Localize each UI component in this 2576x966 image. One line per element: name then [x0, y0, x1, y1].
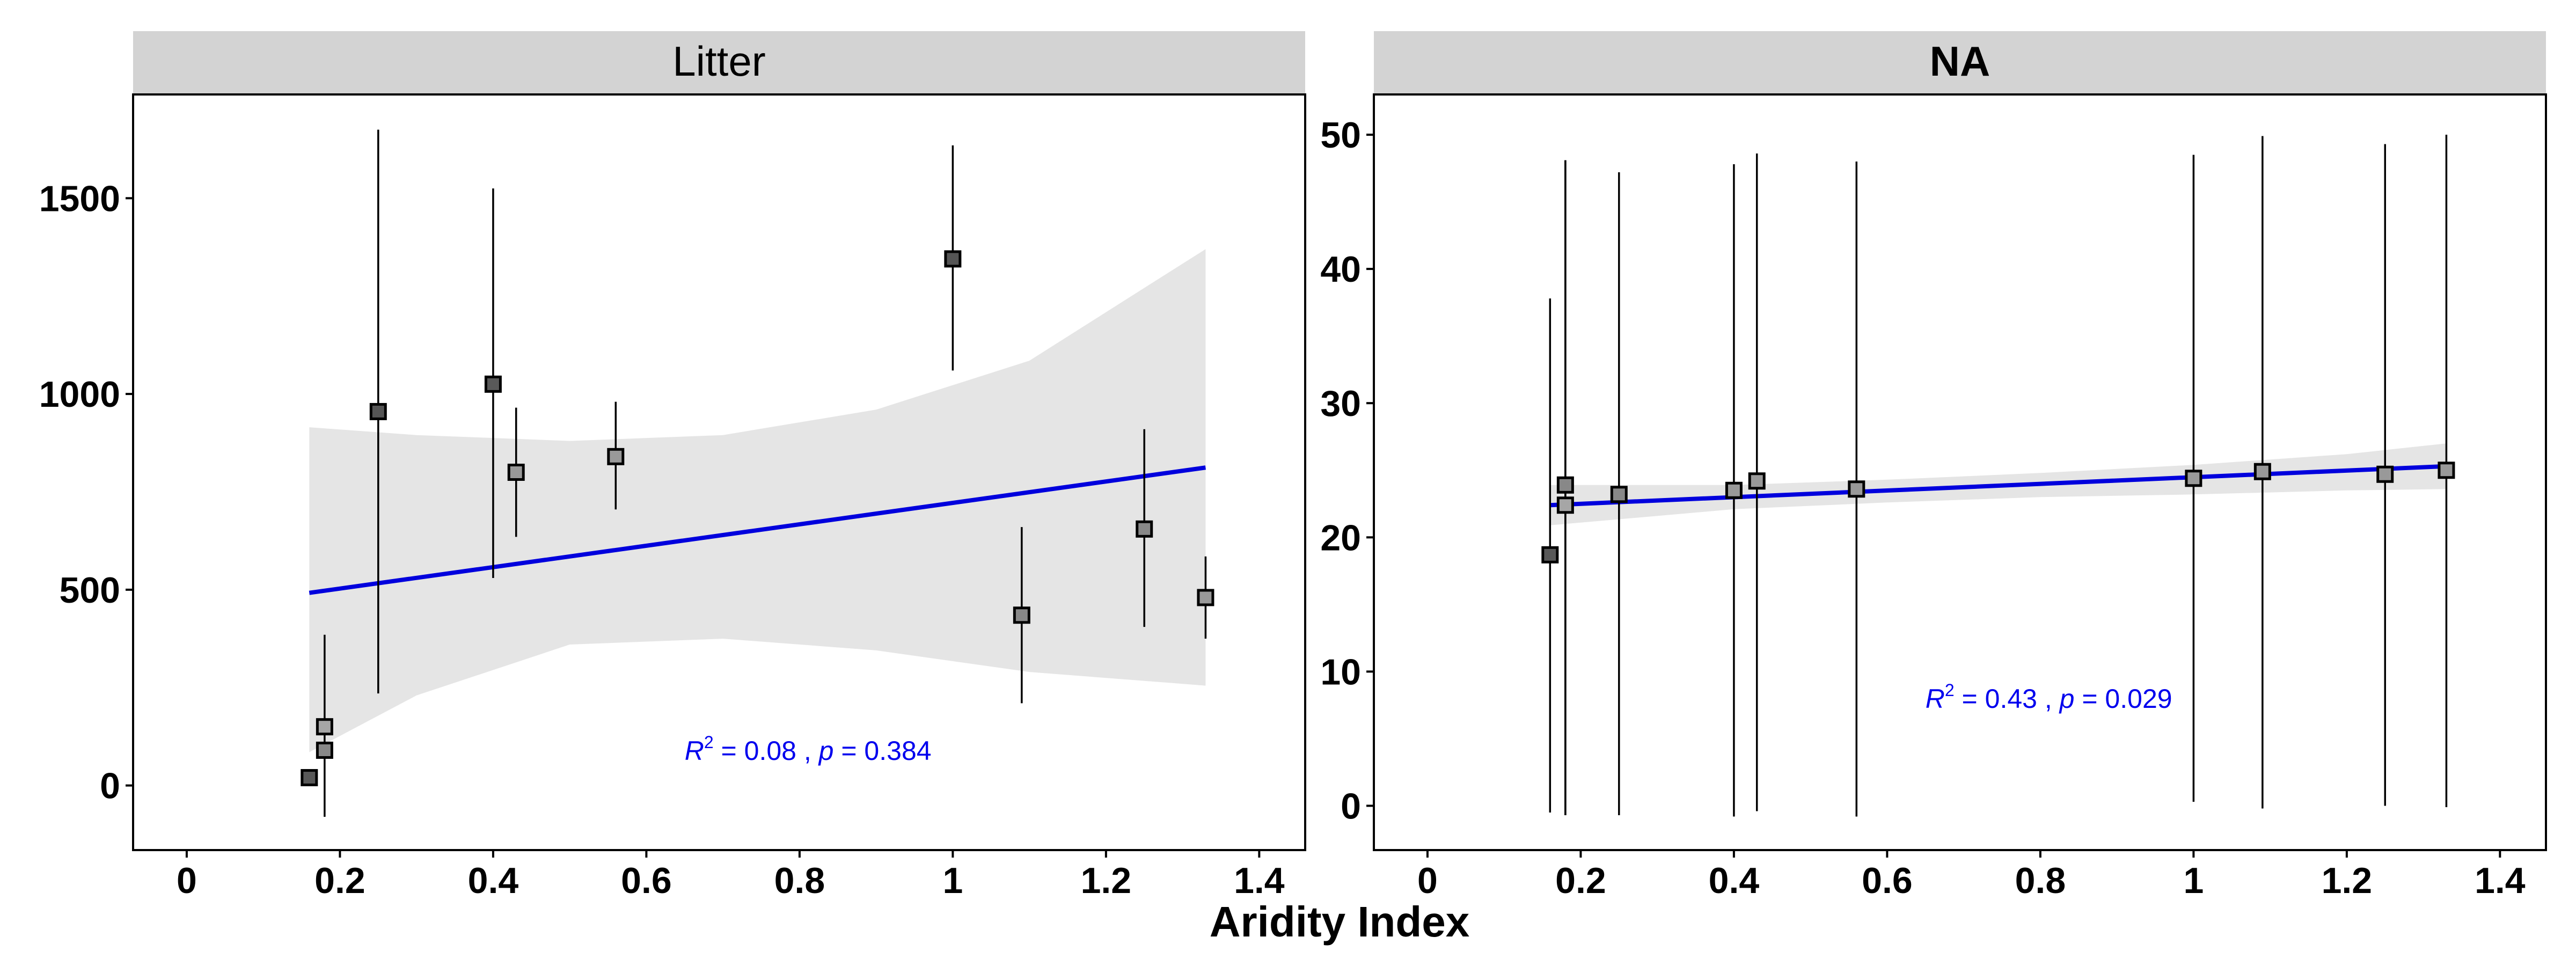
r-squared-symbol: R: [1926, 684, 1945, 714]
y-tick-label: 40: [1320, 249, 1361, 290]
y-tick-label: 1000: [39, 374, 120, 415]
x-tick-label: 1: [942, 860, 963, 901]
facet-strip-na: [1374, 31, 2546, 94]
regression-line: [309, 465, 1206, 595]
data-point: [484, 375, 502, 393]
y-tick-label: 20: [1320, 517, 1361, 558]
y-tick-label: 0: [100, 766, 120, 807]
y-tick-label: 500: [60, 570, 120, 611]
plot-frame-litter: [132, 93, 1306, 851]
confidence-ribbon: [309, 249, 1206, 752]
x-tick-label: 1: [2183, 860, 2204, 901]
x-tick-label: 0.2: [314, 860, 365, 901]
x-tick-label: 0.4: [1709, 860, 1760, 901]
data-point: [944, 250, 962, 268]
y-axis-ticks: 0 10 20 30 40 50: [1320, 115, 1374, 826]
y-axis-ticks: 0 500 1000 1500: [39, 178, 133, 807]
data-point: [1556, 496, 1574, 514]
data-point: [1725, 481, 1743, 499]
x-axis-ticks: 0 0.2 0.4 0.6 0.8 1 1.2 1.4: [177, 850, 1285, 901]
r-squared-value: = 0.43 ,: [1955, 684, 2060, 714]
data-point: [607, 448, 625, 465]
x-axis-ticks: 0 0.2 0.4 0.6 0.8 1 1.2 1.4: [1417, 850, 2526, 901]
y-tick-label: 10: [1320, 652, 1361, 692]
y-tick-label: 0: [1341, 786, 1361, 826]
x-tick-label: 1.2: [1081, 860, 1132, 901]
data-points-layer: [301, 250, 1214, 787]
facet-strip-litter: [133, 31, 1305, 94]
r-squared-exponent: 2: [1945, 680, 1955, 700]
data-point: [1197, 589, 1214, 606]
data-point: [2376, 465, 2394, 483]
panel-na: NA 0 10 20 30 40 50 0 0.2 0.4 0.6 0.8 1 1.2 1.4 R2 =…: [1320, 31, 2547, 901]
p-value: = 0.029: [2074, 684, 2172, 714]
r-squared-symbol: R: [685, 736, 704, 766]
x-tick-label: 1.4: [1234, 860, 1285, 901]
x-tick-label: 0: [1417, 860, 1438, 901]
y-tick-label: 1500: [39, 178, 120, 219]
data-point: [301, 769, 318, 787]
data-point: [316, 741, 333, 759]
data-point: [507, 464, 525, 481]
x-tick-label: 1.4: [2475, 860, 2526, 901]
x-tick-label: 0: [177, 860, 197, 901]
r-squared-value: = 0.08 ,: [714, 736, 819, 766]
x-tick-label: 0.8: [2015, 860, 2066, 901]
regression-line: [1550, 464, 2447, 508]
data-point: [1748, 472, 1766, 490]
p-symbol: p: [2059, 684, 2075, 714]
p-value: = 0.384: [833, 736, 931, 766]
data-point: [2438, 462, 2455, 479]
y-tick-label: 30: [1320, 383, 1361, 424]
regression-annotation-litter: R2 = 0.08 , p = 0.384: [685, 733, 932, 766]
x-tick-label: 0.6: [621, 860, 672, 901]
data-points-layer: [1541, 462, 2455, 564]
regression-line-layer: [309, 465, 1206, 595]
data-point: [1848, 480, 1865, 498]
confidence-ribbon-layer: [309, 249, 1206, 752]
x-tick-label: 1.2: [2322, 860, 2373, 901]
facet-title-litter: Litter: [672, 38, 765, 85]
data-point: [316, 718, 333, 736]
data-point: [1541, 546, 1559, 564]
facet-title-na: NA: [1930, 38, 1990, 85]
data-point: [1013, 606, 1030, 624]
x-tick-label: 0.6: [1862, 860, 1913, 901]
data-point: [369, 402, 387, 420]
p-symbol: p: [818, 736, 834, 766]
y-tick-label: 50: [1320, 115, 1361, 156]
data-point: [1556, 476, 1574, 494]
data-point: [1136, 520, 1153, 538]
x-axis-title: Aridity Index: [1210, 898, 1470, 946]
data-point: [2185, 470, 2202, 487]
panel-litter: Litter 0 500 1000 1500 0 0.2 0.4 0.6 0.8 1 1.2 1.4…: [39, 31, 1306, 901]
x-tick-label: 0.4: [468, 860, 519, 901]
x-tick-label: 0.8: [774, 860, 825, 901]
x-tick-label: 0.2: [1555, 860, 1606, 901]
r-squared-exponent: 2: [704, 733, 714, 752]
regression-line-layer: [1550, 464, 2447, 508]
plot-frame-na: [1373, 93, 2547, 851]
data-point: [1610, 486, 1628, 503]
regression-annotation-na: R2 = 0.43 , p = 0.029: [1926, 680, 2172, 714]
data-point: [2253, 463, 2271, 480]
